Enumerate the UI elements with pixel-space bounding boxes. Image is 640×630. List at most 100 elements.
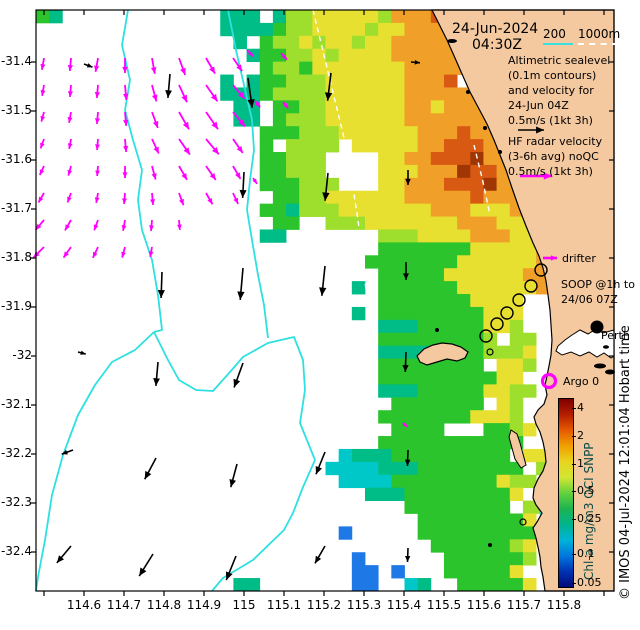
chl-cell	[470, 565, 484, 579]
chl-cell	[365, 487, 379, 501]
chl-cell	[417, 177, 432, 192]
chl-cell	[430, 61, 445, 75]
hf-radar-vector-head	[93, 224, 99, 231]
chl-cell	[443, 152, 458, 166]
hf-radar-vector-head	[40, 90, 46, 96]
altimetric-vector-head	[157, 289, 165, 298]
chl-cell	[378, 164, 392, 179]
chl-cell	[509, 397, 524, 411]
chl-cell	[470, 319, 484, 334]
chl-cell	[457, 113, 471, 127]
chl-cell	[443, 565, 458, 579]
chl-cell	[470, 294, 484, 308]
chl-cell	[338, 526, 353, 540]
chl-cell	[496, 552, 511, 566]
chl-cell	[351, 113, 366, 127]
chl-cell	[299, 87, 313, 101]
perth-label: Perth	[601, 329, 630, 342]
chl-cell	[299, 100, 313, 114]
contour-1000m	[473, 144, 491, 216]
chl-cell	[470, 268, 484, 282]
chl-cell	[404, 203, 419, 217]
x-tick-label: 114.7	[106, 598, 142, 612]
chl-cell	[404, 319, 419, 334]
chl-cell	[430, 461, 445, 476]
chl-cell	[483, 487, 497, 501]
chl-cell	[443, 358, 458, 372]
hf-radar-vector-head	[283, 102, 289, 109]
hf-radar-vector-head	[212, 147, 219, 155]
chl-cell	[312, 152, 326, 166]
altimetric-vector-head	[322, 192, 330, 201]
chl-cell	[443, 410, 458, 424]
chl-cell	[443, 552, 458, 566]
chl-cell	[509, 306, 524, 321]
chl-cell	[259, 139, 274, 153]
chl-cell	[522, 255, 537, 269]
chl-cell	[404, 255, 419, 269]
chl-cell	[443, 487, 458, 501]
chl-cell	[443, 526, 458, 540]
chl-cell	[457, 384, 471, 398]
chl-cell	[272, 22, 287, 37]
chl-cell	[272, 152, 287, 166]
chl-cell	[470, 410, 484, 424]
altimetric-vector-head	[86, 63, 93, 68]
chl-cell	[272, 190, 287, 205]
chl-cell	[233, 10, 247, 24]
altimetric-vector-head	[324, 92, 333, 101]
chl-cell	[312, 61, 326, 75]
chl-cell	[391, 281, 405, 295]
chl-cell	[509, 216, 524, 230]
chl-cell	[417, 152, 432, 166]
chl-cell	[404, 126, 419, 140]
chl-cell	[496, 500, 511, 514]
chl-cell	[417, 578, 432, 592]
chl-cell	[312, 22, 326, 37]
x-tick-label: 115.7	[506, 598, 542, 612]
colorbar-tick	[572, 491, 576, 492]
chl-cell	[496, 229, 511, 243]
chl-cell	[378, 332, 392, 347]
chl-cell	[378, 358, 392, 372]
chl-cell	[299, 35, 313, 50]
chl-cell	[457, 100, 471, 114]
chl-cell	[430, 371, 445, 385]
colorbar-tick	[572, 519, 576, 520]
chl-cell	[496, 474, 511, 489]
chl-cell	[378, 216, 392, 230]
soop-circle	[500, 306, 514, 320]
chl-cell	[325, 48, 340, 63]
altimetric-vector-head	[247, 99, 255, 108]
chl-cell	[470, 578, 484, 592]
x-tick-label: 114.6	[66, 598, 102, 612]
chl-cell	[286, 87, 300, 101]
chl-cell	[404, 48, 419, 63]
chl-cell	[430, 384, 445, 398]
chl-cell	[509, 332, 524, 347]
chl-cell	[430, 139, 445, 153]
chl-cell	[391, 22, 405, 37]
chl-cell	[325, 203, 340, 217]
colorbar-tick	[572, 436, 576, 437]
hf-radar-vector-head	[35, 223, 42, 230]
chl-cell	[391, 448, 405, 463]
chl-cell	[391, 139, 405, 153]
chl-cell	[496, 461, 511, 476]
chl-cell	[259, 74, 274, 88]
hf-radar-vector-head	[209, 172, 216, 180]
chl-cell	[378, 281, 392, 295]
chl-cell	[522, 474, 537, 489]
chl-cell	[299, 190, 313, 205]
chl-cell	[404, 190, 419, 205]
chl-cell	[259, 177, 274, 192]
chl-cell	[430, 87, 445, 101]
chl-cell	[509, 268, 524, 282]
chl-cell	[443, 461, 458, 476]
chl-cell	[351, 74, 366, 88]
hf-radar-vector-head	[151, 94, 158, 102]
chl-cell	[483, 500, 497, 514]
chl-cell	[325, 177, 340, 192]
chl-cell	[457, 358, 471, 372]
y-tick-label: -31.4	[0, 54, 32, 68]
